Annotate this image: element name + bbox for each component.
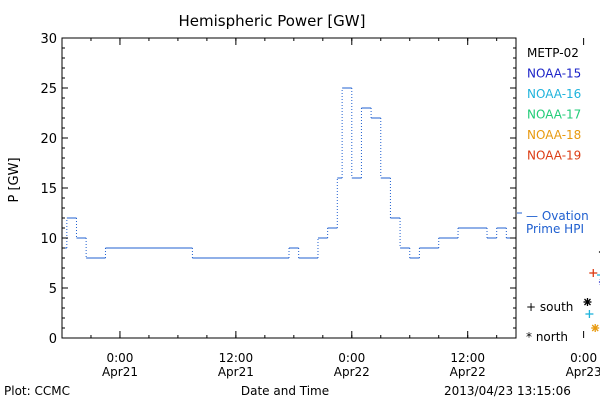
y-tick-label: 5 xyxy=(49,282,57,297)
south-point xyxy=(597,274,600,276)
y-tick-label: 0 xyxy=(49,332,57,347)
x-tick-label-time: 0:00 xyxy=(106,351,133,365)
legend-entry: NOAA-18 xyxy=(527,128,581,142)
y-tick-label: 15 xyxy=(40,182,57,197)
x-tick-label-date: Apr22 xyxy=(450,365,486,379)
legend-entry: NOAA-17 xyxy=(527,108,581,122)
south-point xyxy=(585,310,594,318)
x-tick-label-time: 0:00 xyxy=(338,351,365,365)
y-axis-label: P [GW] xyxy=(7,157,22,202)
marker-legend-entry: + south xyxy=(526,300,573,314)
x-tick-label-date: Apr21 xyxy=(218,365,254,379)
x-tick-label-date: Apr23 xyxy=(566,365,600,379)
plot-credit: Plot: CCMC xyxy=(4,384,70,398)
legend-entry: METP-02 xyxy=(527,46,579,60)
ovation-legend-line1: — Ovation xyxy=(526,209,589,223)
legend-entry: NOAA-15 xyxy=(527,67,581,81)
plot-timestamp: 2013/04/23 13:15:06 xyxy=(444,384,571,398)
x-axis-label: Date and Time xyxy=(241,384,329,398)
y-axis-ticks: 0 5 10 15 20 25 30 xyxy=(40,32,516,347)
y-tick-label: 25 xyxy=(40,82,57,97)
legend-entry: NOAA-16 xyxy=(527,87,581,101)
marker-legend-entry: * north xyxy=(526,330,568,344)
x-tick-label-time: 12:00 xyxy=(219,351,254,365)
y-tick-label: 20 xyxy=(40,132,57,147)
chart-title: Hemispheric Power [GW] xyxy=(179,12,366,30)
north-point xyxy=(591,324,600,332)
y-tick-label: 10 xyxy=(40,232,57,247)
x-tick-label-time: 0:00 xyxy=(570,351,597,365)
y-tick-label: 30 xyxy=(40,32,57,47)
ovation-series xyxy=(62,87,522,259)
legend-entry: NOAA-19 xyxy=(527,149,581,163)
legend: METP-02 NOAA-15 NOAA-16 NOAA-17 NOAA-18 NOAA-… xyxy=(526,46,589,344)
north-point xyxy=(583,298,592,306)
x-tick-label-time: 12:00 xyxy=(450,351,485,365)
x-axis-ticks: 0:00Apr2112:00Apr210:00Apr2212:00Apr220:… xyxy=(90,38,600,379)
satellite-points xyxy=(583,251,600,332)
x-tick-label-date: Apr22 xyxy=(334,365,370,379)
x-tick-label-date: Apr21 xyxy=(102,365,138,379)
ovation-legend-line2: Prime HPI xyxy=(526,222,584,236)
south-point xyxy=(589,269,598,277)
plot-frame xyxy=(61,37,517,339)
